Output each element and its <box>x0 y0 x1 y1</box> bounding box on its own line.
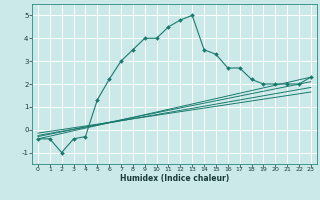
X-axis label: Humidex (Indice chaleur): Humidex (Indice chaleur) <box>120 174 229 183</box>
